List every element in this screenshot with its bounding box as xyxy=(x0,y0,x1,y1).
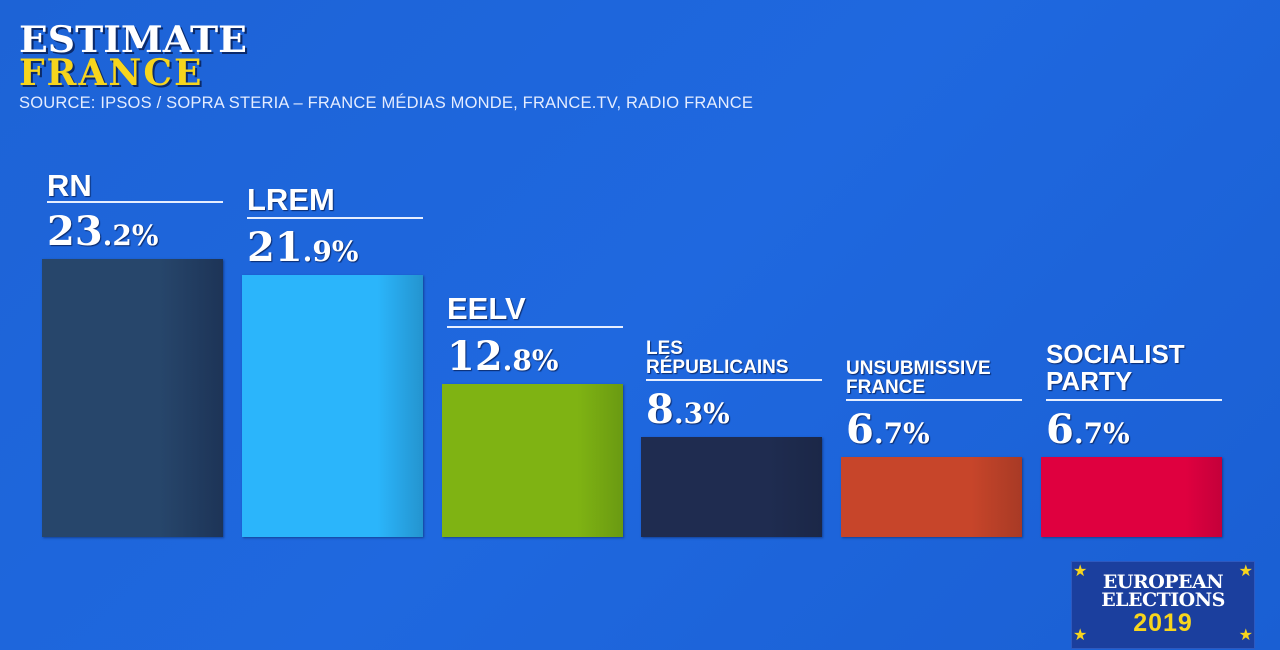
bar-socialist-party xyxy=(1041,457,1222,537)
source-caption: SOURCE: IPSOS / SOPRA STERIA – FRANCE MÉ… xyxy=(19,94,754,112)
label-divider xyxy=(1046,399,1222,401)
percentage-label: 12.8% xyxy=(447,333,559,380)
logo-line2: ELECTIONS xyxy=(1101,589,1225,611)
bar-rn xyxy=(42,259,223,537)
party-label-line1: SOCIALIST xyxy=(1046,339,1185,369)
party-label: EELV xyxy=(447,291,526,326)
bar-group-les-republicains: LES RÉPUBLICAINS 8.3% xyxy=(641,339,822,537)
party-label: LREM xyxy=(247,182,335,217)
european-elections-logo: ★ ★ ★ ★ EUROPEAN ELECTIONS 2019 xyxy=(1071,561,1255,649)
bar-group-rn: RN 23.2% xyxy=(42,170,223,537)
star-icon: ★ xyxy=(1073,563,1088,580)
bar-les-republicains xyxy=(641,437,822,537)
bar-group-socialist-party: SOCIALIST PARTY 6.7% xyxy=(1041,341,1222,537)
party-label-line1: LES xyxy=(646,338,683,359)
bar-group-eelv: EELV 12.8% xyxy=(442,293,623,537)
percentage-label: 6.7% xyxy=(1046,406,1130,453)
party-label-line1: UNSUBMISSIVE xyxy=(846,358,991,379)
party-label-line2: FRANCE xyxy=(846,377,926,398)
label-divider xyxy=(247,217,423,219)
bar-group-lrem: LREM 21.9% xyxy=(242,184,423,537)
label-divider xyxy=(646,379,822,381)
percentage-label: 8.3% xyxy=(646,386,730,433)
bar-eelv xyxy=(442,384,623,537)
chart-title-line2: FRANCE xyxy=(19,52,204,94)
logo-line1: EUROPEAN xyxy=(1102,571,1224,593)
percentage-label: 21.9% xyxy=(247,224,359,271)
bar-lrem xyxy=(242,275,423,537)
chart-title-line1: ESTIMATE xyxy=(19,19,247,61)
label-divider xyxy=(846,399,1022,401)
bar-unsubmissive-france xyxy=(841,457,1022,537)
percentage-label: 23.2% xyxy=(47,208,159,255)
party-label: RN xyxy=(47,168,92,203)
star-icon: ★ xyxy=(1238,563,1253,580)
star-icon: ★ xyxy=(1073,627,1088,644)
party-label-line2: RÉPUBLICAINS xyxy=(646,357,789,378)
star-icon: ★ xyxy=(1238,627,1253,644)
label-divider xyxy=(447,326,623,328)
percentage-label: 6.7% xyxy=(846,406,930,453)
logo-year: 2019 xyxy=(1133,609,1193,637)
party-label-line2: PARTY xyxy=(1046,366,1133,396)
label-divider xyxy=(47,201,223,203)
bar-group-unsubmissive-france: UNSUBMISSIVE FRANCE 6.7% xyxy=(841,359,1022,537)
